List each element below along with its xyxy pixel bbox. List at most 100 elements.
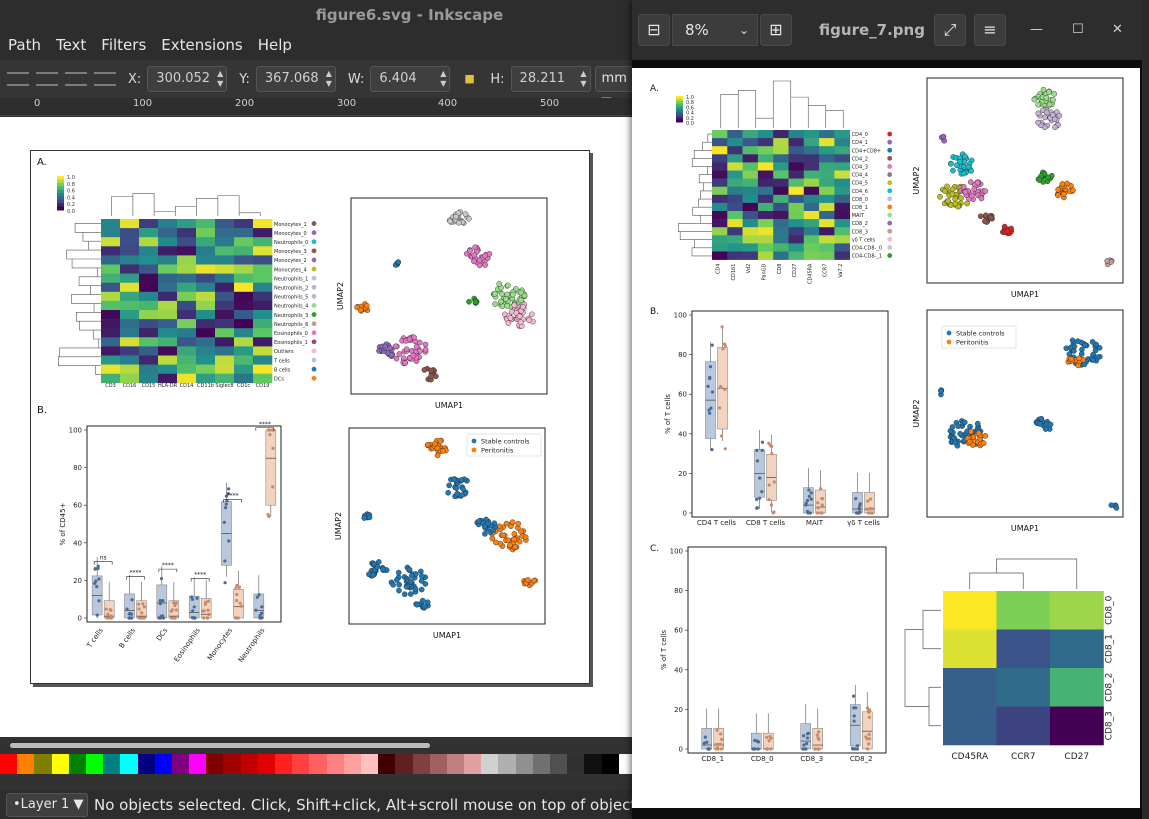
heatmap-cell [177,346,197,356]
palette-swatch[interactable] [206,754,224,774]
palette-swatch[interactable] [481,754,499,774]
x-field[interactable]: 300.052 ▲ ▼ [147,66,228,92]
align-bottom-icon[interactable] [65,72,87,86]
palette-swatch[interactable] [51,754,69,774]
lock-icon[interactable]: ■ [464,72,475,85]
dendrogram-branch [720,80,844,128]
w-stepper-icon[interactable]: ▲ ▼ [440,69,447,88]
palette-swatch[interactable] [412,754,430,774]
heatmap-cell [101,319,121,329]
umap-point [1078,351,1085,357]
align-baseline-icon[interactable] [94,72,116,86]
palette-swatch[interactable] [532,754,550,774]
palette-swatch[interactable] [240,754,258,774]
align-middle-icon[interactable] [36,72,58,86]
menu-help[interactable]: Help [257,36,292,54]
palette-swatch[interactable] [137,754,155,774]
y-tick-label: 80 [73,464,82,472]
h-field[interactable]: 28.211 ▲ ▼ [510,66,591,92]
palette-swatch[interactable] [584,754,602,774]
small-heatmap-row-label: CD8_1 [1105,634,1115,663]
data-point [271,485,275,489]
horizontal-ruler[interactable]: 0 100 200 300 400 500 [0,98,640,116]
palette-swatch[interactable] [257,754,275,774]
heatmap-cell [139,355,159,365]
figure6-document[interactable]: A. 1.0 0.8 0.6 0.4 0.2 0.0 Monocytes_1 Monocytes… [30,150,590,684]
umap-point [418,586,425,593]
menu-button[interactable]: ≡ [974,14,1006,46]
heatmap-cell [120,373,140,384]
heatmap-cell [788,178,805,187]
menu-path[interactable]: Path [8,36,41,54]
align-top-icon[interactable] [7,72,29,86]
color-palette[interactable] [0,754,640,774]
x-stepper-icon[interactable]: ▲ ▼ [217,69,224,88]
w-field[interactable]: 6.404 ▲ ▼ [370,66,451,92]
scrollbar-thumb[interactable] [10,743,430,748]
palette-swatch[interactable] [618,754,636,774]
palette-swatch[interactable] [515,754,533,774]
heatmap-cell [120,346,140,356]
heatmap-cell [177,337,197,347]
palette-swatch[interactable] [103,754,121,774]
y-tick-label: 60 [73,502,82,510]
minimize-icon[interactable]: — [1030,22,1043,37]
palette-swatch[interactable] [154,754,172,774]
row-color-dot [311,248,317,254]
palette-swatch[interactable] [68,754,86,774]
boxplot-ylabel: % of CD45+ [59,502,67,545]
palette-swatch[interactable] [378,754,396,774]
heatmap-cell [819,130,835,139]
palette-swatch[interactable] [360,754,379,774]
y-field[interactable]: 367.068 ▲ ▼ [255,66,336,92]
palette-swatch[interactable] [189,754,207,774]
menu-text[interactable]: Text [55,36,87,54]
palette-swatch[interactable] [34,754,52,774]
palette-swatch[interactable] [498,754,516,774]
umap-point [453,213,459,220]
menu-extensions[interactable]: Extensions [161,36,243,54]
fullscreen-button[interactable]: ⤢ [934,14,966,46]
heatmap-cell [788,251,805,260]
umap-xlabel: UMAP1 [1011,524,1039,533]
palette-swatch[interactable] [550,754,568,774]
heatmap-cell [101,337,121,347]
palette-swatch[interactable] [567,754,585,774]
umap-point [482,262,488,268]
palette-swatch[interactable] [343,754,361,774]
palette-swatch[interactable] [446,754,465,774]
layer-select[interactable]: •Layer 1 ▼ [6,792,88,817]
menu-filters[interactable]: Filters [101,36,147,54]
close-icon[interactable]: ✕ [1112,22,1123,37]
palette-swatch[interactable] [120,754,138,774]
data-point [708,375,712,380]
palette-swatch[interactable] [223,754,241,774]
palette-swatch[interactable] [292,754,310,774]
palette-swatch[interactable] [429,754,447,774]
palette-swatch[interactable] [171,754,190,774]
umap-point [505,320,512,326]
legend-marker [471,447,477,453]
y-stepper-icon[interactable]: ▲ ▼ [325,69,332,88]
heatmap-cell [712,154,728,163]
palette-swatch[interactable] [275,754,293,774]
data-point [97,577,101,581]
inkscape-canvas[interactable]: A. 1.0 0.8 0.6 0.4 0.2 0.0 Monocytes_1 Monocytes… [0,117,640,737]
palette-swatch[interactable] [395,754,413,774]
zoom-in-button[interactable]: ⊞ [760,14,792,46]
data-point [719,385,723,389]
heatmap-col-label: CD14 [180,383,194,389]
palette-swatch[interactable] [326,754,344,774]
h-stepper-icon[interactable]: ▲ ▼ [580,69,587,88]
heatmap-cell [819,219,835,228]
palette-swatch[interactable] [464,754,482,774]
horizontal-scrollbar[interactable] [0,737,640,753]
palette-swatch[interactable] [309,754,327,774]
palette-swatch[interactable] [17,754,35,774]
palette-swatch[interactable] [601,754,619,774]
zoom-out-button[interactable]: ⊟ [638,14,670,46]
maximize-icon[interactable]: ☐ [1072,22,1084,37]
palette-swatch[interactable] [0,754,18,774]
palette-swatch[interactable] [85,754,104,774]
zoom-select[interactable]: 8% ⌄ [672,14,758,46]
